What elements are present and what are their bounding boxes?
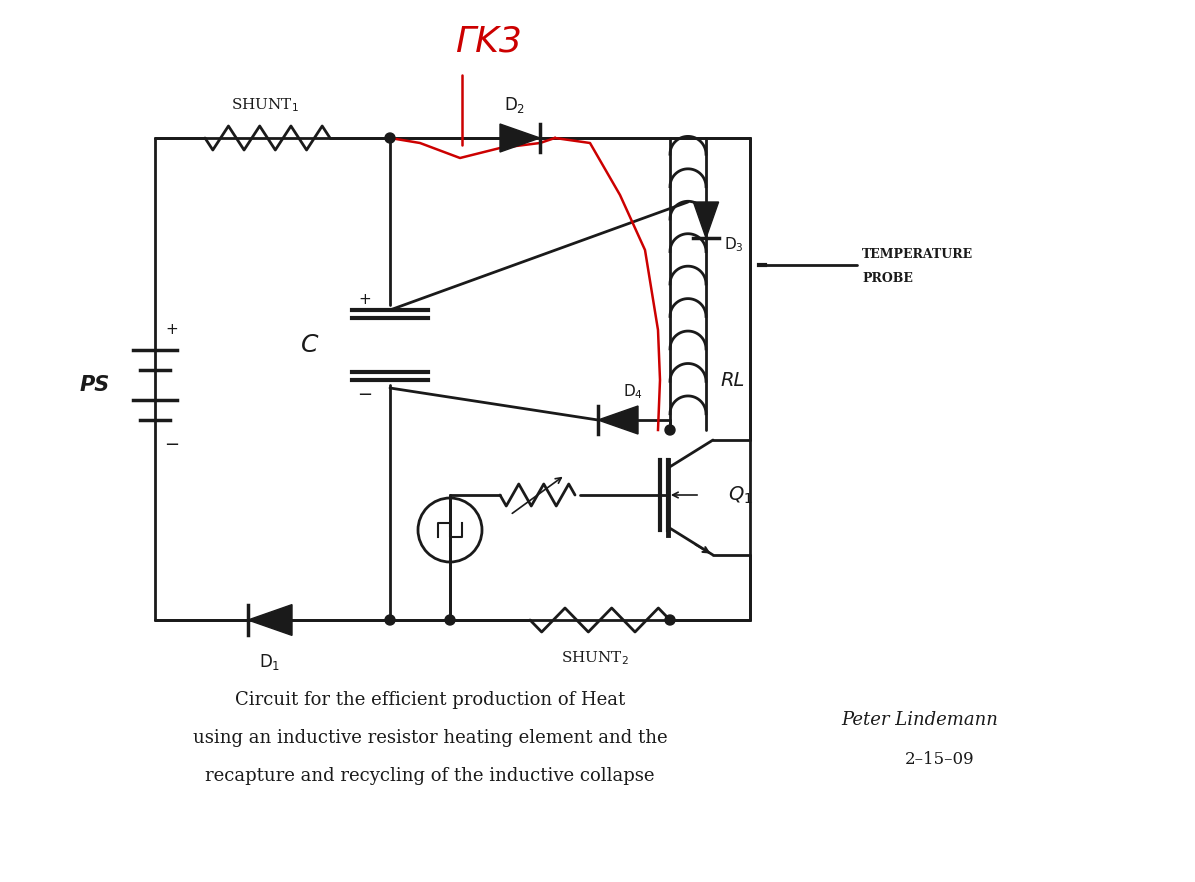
Text: 2–15–09: 2–15–09 bbox=[905, 751, 975, 768]
Polygon shape bbox=[500, 124, 540, 152]
Text: D$_2$: D$_2$ bbox=[504, 95, 526, 115]
Text: +: + bbox=[166, 323, 178, 338]
Circle shape bbox=[385, 615, 396, 625]
Text: recapture and recycling of the inductive collapse: recapture and recycling of the inductive… bbox=[206, 767, 655, 785]
Text: −: − bbox=[357, 386, 373, 404]
Text: ΓK3: ΓK3 bbox=[455, 25, 522, 59]
Text: +: + bbox=[358, 293, 372, 308]
Text: SHUNT$_2$: SHUNT$_2$ bbox=[560, 649, 629, 667]
Polygon shape bbox=[249, 604, 292, 635]
Circle shape bbox=[664, 425, 675, 435]
Circle shape bbox=[445, 615, 455, 625]
Text: using an inductive resistor heating element and the: using an inductive resistor heating elem… bbox=[192, 729, 667, 747]
Circle shape bbox=[385, 133, 396, 143]
Circle shape bbox=[664, 615, 675, 625]
Text: D$_1$: D$_1$ bbox=[259, 652, 281, 672]
Text: Peter Lindemann: Peter Lindemann bbox=[841, 711, 999, 729]
Text: PROBE: PROBE bbox=[862, 273, 913, 286]
Text: PS: PS bbox=[80, 375, 110, 395]
Text: Circuit for the efficient production of Heat: Circuit for the efficient production of … bbox=[235, 691, 625, 709]
Text: TEMPERATURE: TEMPERATURE bbox=[862, 249, 973, 261]
Text: C: C bbox=[301, 333, 319, 357]
Polygon shape bbox=[598, 406, 638, 434]
Text: D$_3$: D$_3$ bbox=[724, 235, 743, 254]
Text: RL: RL bbox=[721, 370, 744, 390]
Text: SHUNT$_1$: SHUNT$_1$ bbox=[231, 96, 299, 114]
Text: −: − bbox=[165, 436, 179, 454]
Polygon shape bbox=[693, 202, 718, 238]
Text: D$_4$: D$_4$ bbox=[623, 383, 643, 401]
Text: Q$_1$: Q$_1$ bbox=[728, 484, 753, 505]
